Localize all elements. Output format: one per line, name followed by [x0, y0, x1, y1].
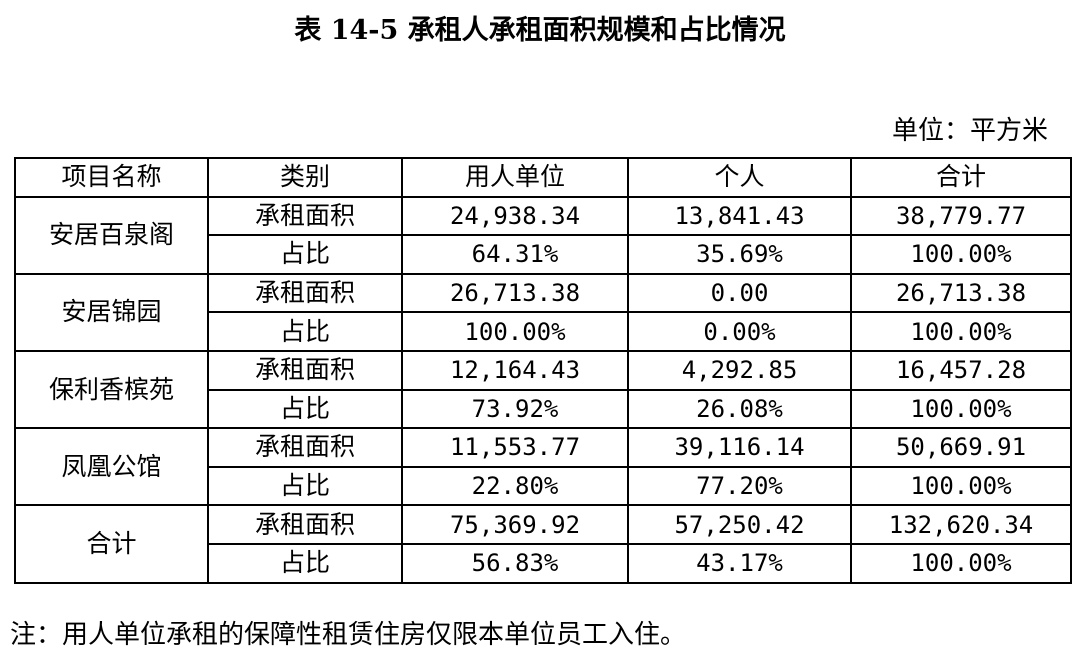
total-cell: 26,713.38 [850, 272, 1072, 314]
header-row: 项目名称 类别 用人单位 个人 合计 [14, 157, 1072, 198]
rental-area-table: 项目名称 类别 用人单位 个人 合计 安居百泉阁 承租面积 24,938.34 13,… [14, 157, 1072, 584]
individual-cell: 35.69% [627, 234, 852, 275]
total-cell: 100.00% [850, 465, 1072, 507]
employer-cell: 26,713.38 [401, 272, 629, 314]
individual-cell: 39,116.14 [627, 427, 852, 468]
category-cell: 占比 [207, 542, 403, 584]
employer-cell: 73.92% [401, 388, 629, 430]
category-cell: 占比 [207, 465, 403, 507]
category-cell: 承租面积 [207, 272, 403, 314]
employer-cell: 75,369.92 [401, 504, 629, 545]
individual-cell: 43.17% [627, 542, 852, 584]
table-row: 安居锦园 承租面积 26,713.38 0.00 26,713.38 [14, 272, 1072, 352]
project-name-cell: 保利香槟苑 [14, 349, 209, 430]
project-name-cell: 安居百泉阁 [14, 195, 209, 275]
individual-cell: 57,250.42 [627, 504, 852, 545]
table-row: 占比 100.00% 0.00% 100.00% [15, 311, 1072, 352]
individual-cell: 77.20% [627, 465, 852, 507]
employer-cell: 56.83% [401, 542, 629, 584]
individual-cell: 0.00 [627, 272, 852, 314]
total-cell: 132,620.34 [850, 504, 1072, 545]
individual-cell: 4,292.85 [627, 349, 852, 391]
table-row: 合计 承租面积 75,369.92 57,250.42 132,620.34 [14, 504, 1072, 584]
category-cell: 承租面积 [207, 427, 403, 468]
table-title: 表 14-5 承租人承租面积规模和占比情况 [294, 15, 786, 46]
table-row: 占比 73.92% 26.08% 100.00% [15, 388, 1072, 430]
table-row: 占比 22.80% 77.20% 100.00% [15, 465, 1072, 507]
total-cell: 100.00% [850, 542, 1072, 584]
category-cell: 占比 [207, 388, 403, 430]
table-row: 占比 64.31% 35.69% 100.00% [15, 234, 1072, 275]
header-cell: 用人单位 [401, 157, 629, 198]
category-cell: 占比 [207, 311, 403, 352]
header-cell: 合计 [850, 157, 1072, 198]
total-cell: 100.00% [850, 234, 1072, 275]
project-name-cell: 合计 [14, 504, 209, 584]
total-cell: 38,779.77 [850, 195, 1072, 237]
total-cell: 50,669.91 [850, 427, 1072, 468]
category-cell: 占比 [207, 234, 403, 275]
employer-cell: 11,553.77 [401, 427, 629, 468]
total-cell: 100.00% [850, 311, 1072, 352]
table-row: 凤凰公馆 承租面积 11,553.77 39,116.14 50,669.91 [14, 427, 1072, 507]
footnote: 注：用人单位承租的保障性租赁住房仅限本单位员工入住。 [10, 620, 687, 650]
category-cell: 承租面积 [207, 349, 403, 391]
category-cell: 承租面积 [207, 195, 403, 237]
project-name-cell: 凤凰公馆 [14, 427, 209, 507]
unit-label: 单位：平方米 [891, 116, 1048, 146]
individual-cell: 0.00% [627, 311, 852, 352]
total-cell: 16,457.28 [850, 349, 1072, 391]
category-cell: 承租面积 [207, 504, 403, 545]
employer-cell: 24,938.34 [401, 195, 629, 237]
total-cell: 100.00% [850, 388, 1072, 430]
project-name-cell: 安居锦园 [14, 272, 209, 352]
individual-cell: 26.08% [627, 388, 852, 430]
table-row: 安居百泉阁 承租面积 24,938.34 13,841.43 38,779.77 [14, 195, 1072, 275]
employer-cell: 100.00% [401, 311, 629, 352]
employer-cell: 64.31% [401, 234, 629, 275]
individual-cell: 13,841.43 [627, 195, 852, 237]
header-cell: 个人 [627, 157, 852, 198]
header-cell: 类别 [207, 157, 403, 198]
header-cell: 项目名称 [14, 157, 209, 198]
employer-cell: 22.80% [401, 465, 629, 507]
table-row: 保利香槟苑 承租面积 12,164.43 4,292.85 16,457.28 [14, 349, 1072, 430]
table-row: 占比 56.83% 43.17% 100.00% [15, 542, 1072, 584]
employer-cell: 12,164.43 [401, 349, 629, 391]
